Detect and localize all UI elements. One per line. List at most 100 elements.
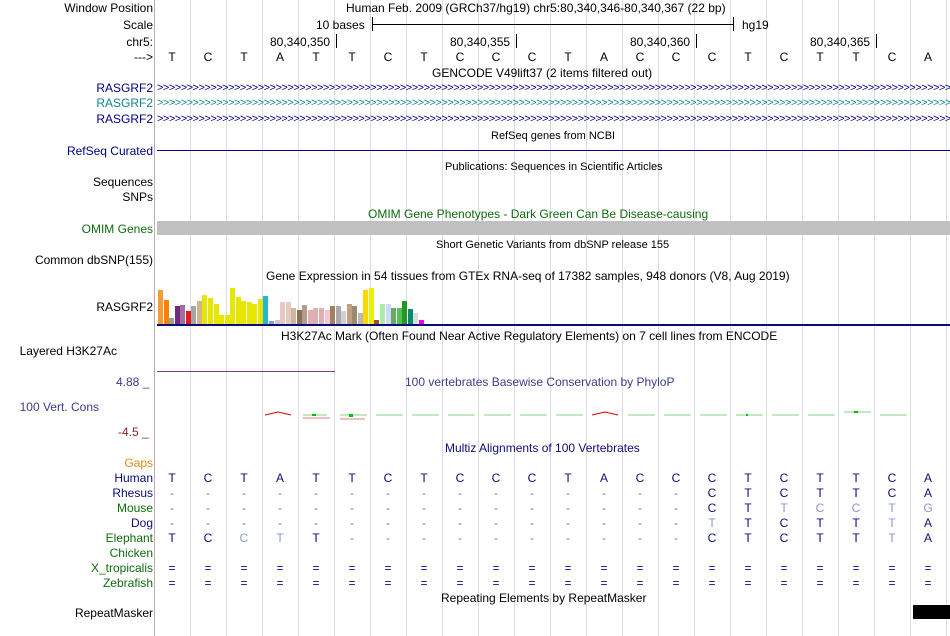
gtex-tissue-bar[interactable] [285,302,291,324]
gtex-tissue-bar[interactable] [185,311,191,324]
gtex-track-title[interactable]: Gene Expression in 54 tissues from GTEx … [266,269,790,283]
gtex-tissue-bar[interactable] [396,308,402,324]
gtex-tissue-bar[interactable] [213,304,219,324]
gtex-tissue-bar[interactable] [302,305,308,324]
h3k27ac-label[interactable]: Layered H3K27Ac [19,344,117,358]
gencode-transcript-2[interactable]: >>>>>>>>>>>>>>>>>>>>>>>>>>>>>>>>>>>>>>>>… [157,98,950,108]
dbsnp-track-title[interactable]: Short Genetic Variants from dbSNP releas… [436,239,670,251]
refseq-track-title[interactable]: RefSeq genes from NCBI [491,130,616,142]
repeat-element-block[interactable] [913,605,950,619]
gencode-gene-label[interactable]: RASGRF2 [96,112,153,126]
gtex-tissue-bar[interactable] [230,288,236,324]
gtex-tissue-bar[interactable] [330,306,336,324]
gtex-tissue-bar[interactable] [263,296,269,324]
gtex-tissue-bar[interactable] [402,301,408,324]
refseq-label[interactable]: RefSeq Curated [66,144,153,158]
species-label[interactable]: Zebrafish [102,576,153,590]
gtex-bar-chart[interactable] [157,286,950,324]
alignment-base: C [671,471,681,485]
gtex-tissue-bar[interactable] [324,310,330,324]
gtex-tissue-bar[interactable] [280,302,286,324]
gtex-tissue-bar[interactable] [357,313,363,324]
gtex-tissue-bar[interactable] [269,321,274,324]
gtex-tissue-bar[interactable] [235,297,241,324]
reference-base: C [527,50,537,64]
omim-label[interactable]: OMIM Genes [81,222,153,236]
alignment-base: - [386,486,390,500]
reference-base: T [564,50,572,64]
gtex-tissue-bar[interactable] [191,306,197,324]
conservation-label[interactable]: 100 Vert. Cons [19,400,99,414]
gtex-tissue-bar[interactable] [368,288,374,324]
alignment-base: = [312,561,320,575]
conservation-signal[interactable] [157,405,950,425]
sequences-label[interactable]: Sequences [92,175,153,189]
gtex-tissue-bar[interactable] [241,301,247,324]
omim-track-title[interactable]: OMIM Gene Phenotypes - Dark Green Can Be… [368,207,709,221]
repeatmasker-label[interactable]: RepeatMasker [74,606,153,620]
gtex-tissue-bar[interactable] [180,305,186,324]
species-label[interactable]: Chicken [109,546,153,560]
gtex-tissue-bar[interactable] [380,304,385,324]
position-tick [336,34,337,48]
gtex-tissue-bar[interactable] [307,310,313,324]
alignment-base: C [887,486,897,500]
gtex-tissue-bar[interactable] [219,315,225,324]
gtex-tissue-bar[interactable] [413,313,419,324]
gtex-tissue-bar[interactable] [296,310,302,324]
species-label[interactable]: Rhesus [112,486,153,500]
gtex-tissue-bar[interactable] [274,320,280,324]
gtex-tissue-bar[interactable] [291,308,297,324]
publications-track-title[interactable]: Publications: Sequences in Scientific Ar… [445,161,663,173]
gtex-tissue-bar[interactable] [207,298,213,324]
gencode-gene-label[interactable]: RASGRF2 [96,81,153,95]
species-label[interactable]: X_tropicalis [90,561,153,575]
gtex-tissue-bar[interactable] [363,290,369,324]
gencode-gene-label[interactable]: RASGRF2 [96,96,153,110]
gtex-tissue-bar[interactable] [318,308,324,324]
gencode-transcript-1[interactable]: >>>>>>>>>>>>>>>>>>>>>>>>>>>>>>>>>>>>>>>>… [157,83,950,93]
gtex-tissue-bar[interactable] [202,295,208,324]
alignment-base: - [638,486,642,500]
gtex-tissue-bar[interactable] [252,304,258,324]
gtex-tissue-bar[interactable] [335,306,341,324]
gtex-tissue-bar[interactable] [385,304,391,324]
assembly-title[interactable]: Human Feb. 2009 (GRCh37/hg19) chr5:80,34… [346,1,726,15]
species-label[interactable]: Elephant [105,531,153,545]
species-label[interactable]: Human [114,471,153,485]
gtex-tissue-bar[interactable] [158,290,163,324]
gtex-tissue-bar[interactable] [224,315,230,324]
gtex-tissue-bar[interactable] [174,306,180,324]
conservation-track-title[interactable]: 100 vertebrates Basewise Conservation by… [405,375,675,389]
gencode-transcript-3[interactable]: >>>>>>>>>>>>>>>>>>>>>>>>>>>>>>>>>>>>>>>>… [157,114,950,124]
gtex-tissue-bar[interactable] [352,306,358,324]
omim-gene-bar[interactable] [157,221,950,235]
refseq-gene-line[interactable] [157,150,950,151]
multiz-track-title[interactable]: Multiz Alignments of 100 Vertebrates [445,441,640,455]
h3k27ac-track-title[interactable]: H3K27Ac Mark (Often Found Near Active Re… [281,329,778,343]
species-label[interactable]: Dog [130,516,153,530]
gtex-tissue-bar[interactable] [169,318,175,324]
gtex-tissue-bar[interactable] [418,320,424,324]
gtex-tissue-bar[interactable] [407,309,413,324]
gtex-tissue-bar[interactable] [391,308,397,324]
snps-label[interactable]: SNPs [122,190,153,204]
species-label[interactable]: Mouse [116,501,153,515]
alignment-base: = [564,561,572,575]
gtex-tissue-bar[interactable] [346,304,352,324]
gtex-gene-label[interactable]: RASGRF2 [96,300,153,314]
alignment-base: C [635,471,645,485]
gencode-track-title[interactable]: GENCODE V49lift37 (2 items filtered out) [432,66,653,80]
gtex-tissue-bar[interactable] [341,311,347,324]
gaps-label[interactable]: Gaps [124,456,153,470]
gtex-tissue-bar[interactable] [313,308,319,324]
base-divider [766,0,767,636]
gtex-tissue-bar[interactable] [196,301,202,324]
dbsnp-label[interactable]: Common dbSNP(155) [34,253,153,267]
alignment-base: - [386,531,390,545]
gtex-tissue-bar[interactable] [163,300,169,324]
gtex-tissue-bar[interactable] [374,320,380,324]
gtex-tissue-bar[interactable] [257,299,263,324]
gtex-tissue-bar[interactable] [246,302,252,324]
repeatmasker-track-title[interactable]: Repeating Elements by RepeatMasker [441,591,647,605]
